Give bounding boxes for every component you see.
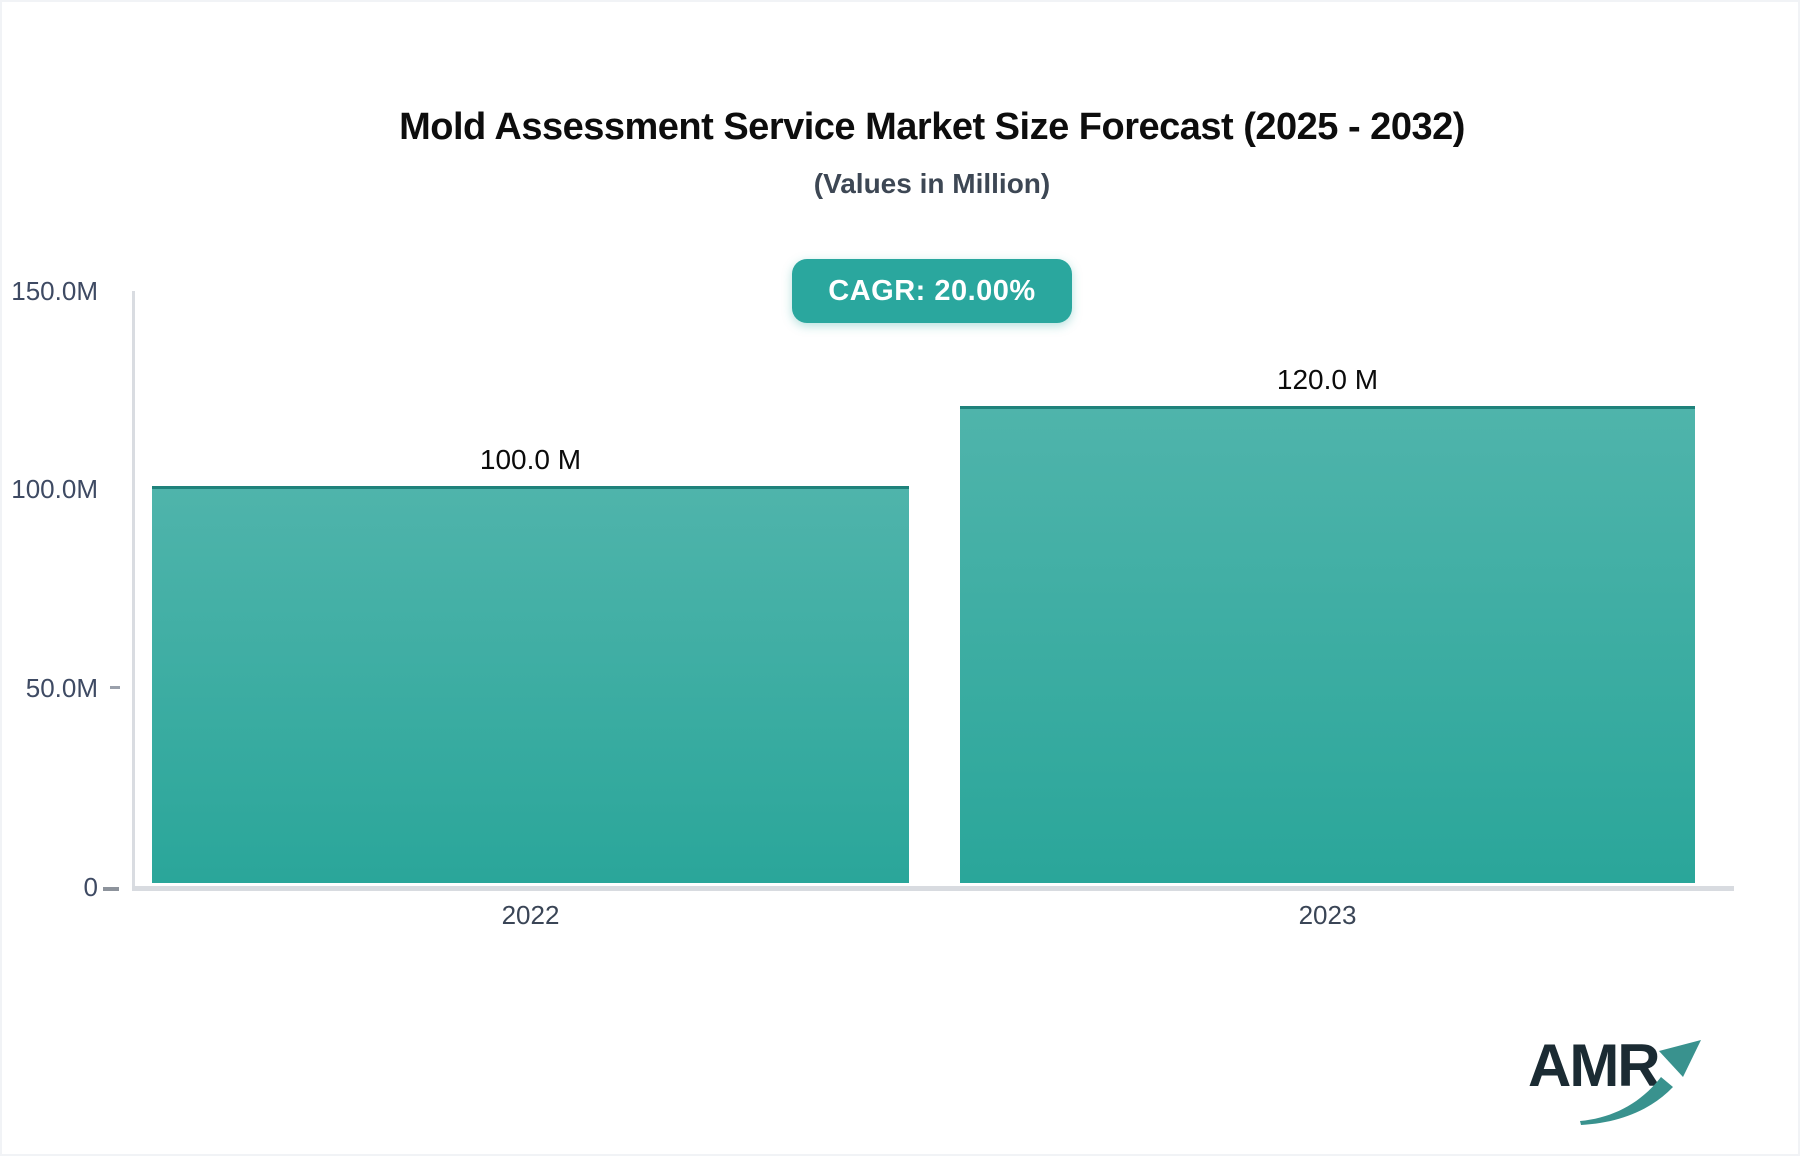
ytick-label-100: 100.0M: [11, 474, 98, 504]
bar: [152, 486, 909, 883]
logo-arrowhead: [1659, 1040, 1701, 1077]
amr-logo-text: AMR: [1528, 1032, 1660, 1099]
bar-value-label: 120.0 M: [1276, 363, 1379, 395]
x-axis-baseline: [132, 886, 1734, 891]
chart-title: Mold Assessment Service Market Size Fore…: [399, 106, 1465, 148]
y-axis-line: [132, 291, 135, 887]
bar: [960, 406, 1695, 883]
chart-subtitle: (Values in Million): [813, 168, 1051, 199]
ytick-label-150: 150.0M: [11, 276, 98, 306]
cagr-badge-row: CAGR: 20.00%: [132, 259, 1732, 323]
ytick-mark-0: [103, 887, 119, 891]
xtick-label-2023: 2023: [1298, 900, 1357, 930]
ytick-label-50: 50.0M: [25, 673, 98, 703]
ytick-mark-50: [110, 686, 120, 689]
cagr-badge: CAGR: 20.00%: [792, 259, 1072, 323]
bar-value-label: 100.0 M: [479, 443, 582, 475]
ytick-label-0: 0: [83, 872, 98, 902]
xtick-label-2022: 2022: [501, 900, 560, 930]
amr-logo: AMR: [1520, 1024, 1732, 1142]
logo-arrow-swoosh: [1580, 1077, 1673, 1125]
